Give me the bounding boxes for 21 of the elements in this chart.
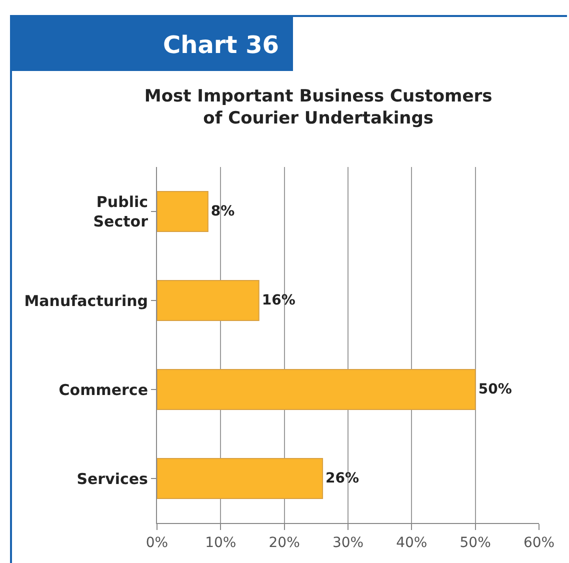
x-tick-label: 40% bbox=[396, 534, 428, 551]
bar bbox=[157, 190, 208, 232]
data-label: 26% bbox=[326, 470, 360, 487]
x-tick-label: 60% bbox=[523, 534, 555, 551]
x-tick-label: 0% bbox=[146, 534, 168, 551]
y-tick-label: Manufacturing bbox=[24, 292, 148, 310]
x-tick-label: 10% bbox=[205, 534, 236, 551]
data-label: 16% bbox=[262, 292, 296, 309]
data-label: 50% bbox=[478, 382, 512, 398]
y-tick-label: Public Sector bbox=[93, 193, 149, 230]
x-tick-label: 20% bbox=[268, 534, 300, 551]
bar bbox=[157, 368, 476, 410]
chart-title: Most Important Business Customers of Courier Undertakings bbox=[144, 86, 492, 129]
data-label: 8% bbox=[210, 204, 235, 220]
y-tick-label: Commerce bbox=[58, 380, 148, 399]
bar bbox=[157, 280, 260, 322]
caption: Chart 36 bbox=[10, 15, 293, 71]
x-tick-label: 30% bbox=[332, 534, 364, 551]
bar bbox=[157, 458, 324, 500]
x-tick-label: 50% bbox=[460, 534, 491, 551]
y-tick-label: Services bbox=[76, 470, 148, 488]
